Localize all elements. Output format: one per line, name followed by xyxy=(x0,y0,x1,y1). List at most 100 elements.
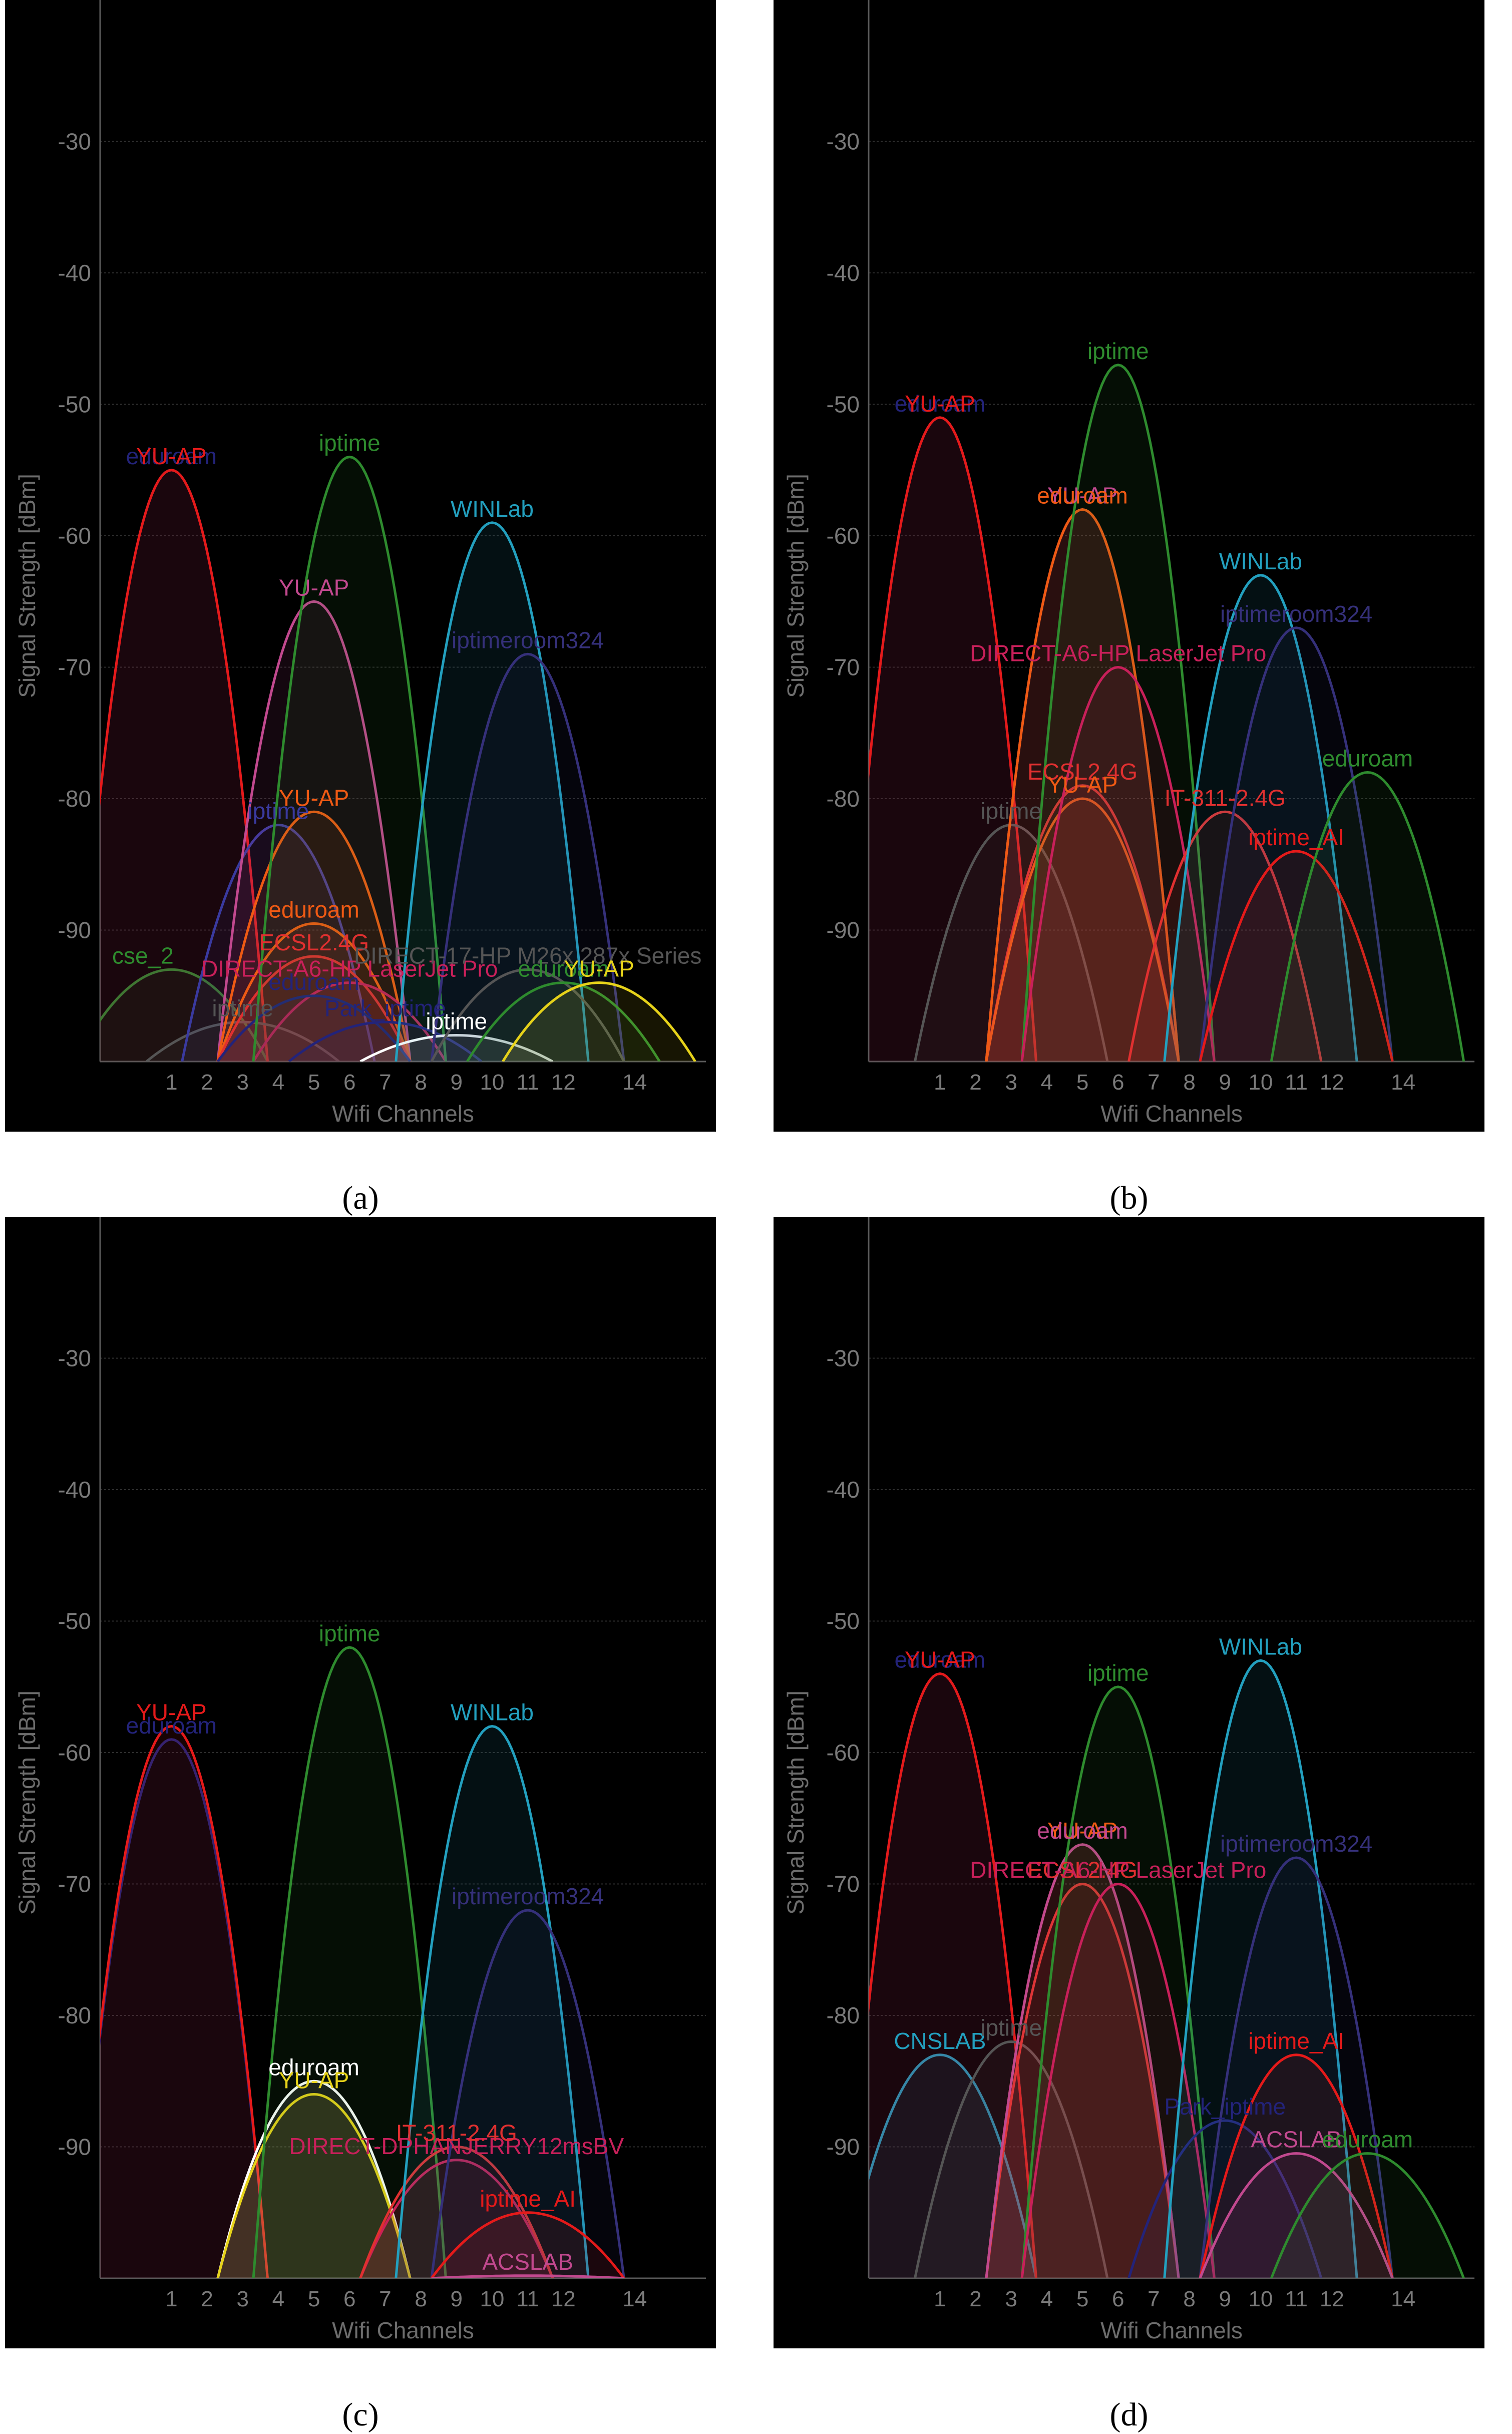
y-tick-label: -40 xyxy=(827,260,860,286)
network-label: ECSL2.4G xyxy=(1027,1857,1138,1883)
network-label: YU-AP xyxy=(564,956,634,982)
network-label: iptime xyxy=(980,798,1042,824)
network-label: YU-AP xyxy=(905,391,975,417)
network-label: YU-AP xyxy=(1047,483,1118,509)
signal-curve xyxy=(1199,1856,1394,2278)
signal-curve xyxy=(359,2145,554,2278)
x-tick-label: 1 xyxy=(165,1070,177,1095)
signal-area xyxy=(100,1726,268,2278)
y-tick-label: -30 xyxy=(58,1345,91,1371)
signal-curve xyxy=(1270,2152,1465,2278)
x-tick-label: 1 xyxy=(165,2287,177,2311)
chart-panel-c: -30 -40 -50 -60 -70 -80 -90 1 2 3 4 5 6 7 8 9 10 11 12 14 Wi… xyxy=(5,1217,716,2433)
y-tick-label: -50 xyxy=(58,392,91,418)
signal-area xyxy=(1164,575,1357,1062)
x-tick-label: 14 xyxy=(622,2287,647,2311)
network-label: iptime xyxy=(1087,338,1149,364)
x-tick-label: 1 xyxy=(934,1070,946,1095)
x-tick-label: 12 xyxy=(551,2287,576,2311)
x-tick-label: 3 xyxy=(1005,1070,1017,1095)
network-label: DIRECT-17-HP M26x 287x Series xyxy=(354,942,702,968)
signal-curve xyxy=(1020,1685,1216,2278)
signal-area xyxy=(217,995,411,1062)
signal-curve xyxy=(985,1843,1180,2278)
chart-svg-c: -30-40-50-60-70-80-901 2 3 4 5 6 7 8 9 10 11 12 14Wi… xyxy=(5,1217,716,2348)
y-tick-label: -30 xyxy=(827,1345,860,1371)
y-tick-label: -80 xyxy=(58,2002,91,2028)
x-tick-label: 10 xyxy=(480,2287,504,2311)
signal-area xyxy=(217,2094,411,2278)
x-tick-label: 7 xyxy=(379,1070,391,1095)
x-tick-label: 5 xyxy=(308,1070,320,1095)
x-tick-label: 7 xyxy=(1148,2287,1160,2311)
x-tick-label: 12 xyxy=(1320,2287,1344,2311)
y-tick-label: -90 xyxy=(58,917,91,943)
x-tick-label: 4 xyxy=(272,1070,284,1095)
network-label: Park_iptime xyxy=(1164,2094,1286,2120)
network-label: DIRECT-A6-HP LaserJet Pro xyxy=(970,640,1266,666)
network-label: eduroam xyxy=(268,2054,359,2080)
network-label: YU-AP xyxy=(1047,1818,1118,1844)
signal-curve xyxy=(181,823,376,1062)
network-label: YU-AP xyxy=(905,1647,975,1673)
x-tick-label: 2 xyxy=(201,1070,213,1095)
network-label: WINLab xyxy=(1219,1633,1302,1659)
plot-background xyxy=(5,1217,716,2348)
network-label: iptimeroom324 xyxy=(452,627,604,653)
y-tick-label: -30 xyxy=(58,129,91,155)
network-label: ACSLAB xyxy=(482,2249,573,2275)
x-tick-label: 7 xyxy=(379,2287,391,2311)
signal-curve xyxy=(252,455,447,1062)
network-label: iptime xyxy=(426,1008,487,1034)
signal-curve xyxy=(216,810,412,1062)
x-tick-label: 2 xyxy=(201,2287,213,2311)
x-tick-label: 8 xyxy=(415,1070,427,1095)
chart-svg-b: -30-40-50-60-70-80-901 2 3 4 5 6 7 8 9 10 11 12 14Wi… xyxy=(774,0,1484,1132)
network-label: DIRECT-A6-HP LaserJet Pro xyxy=(970,1857,1266,1883)
x-tick-label: 9 xyxy=(451,1070,463,1095)
x-tick-label: 9 xyxy=(451,2287,463,2311)
y-tick-label: -50 xyxy=(58,1608,91,1634)
signal-curve xyxy=(216,922,412,1062)
network-label: YU-AP xyxy=(136,1699,207,1725)
signal-area xyxy=(217,2081,411,2278)
panel-caption-c: (c) xyxy=(342,2396,379,2433)
signal-area xyxy=(431,2212,624,2278)
y-tick-label: -90 xyxy=(58,2134,91,2160)
signal-curve xyxy=(985,784,1180,1062)
network-label: eduroam xyxy=(268,969,359,995)
network-label: iptime_AI xyxy=(1248,2028,1344,2054)
network-label: iptime xyxy=(319,1620,381,1646)
network-label: eduroam xyxy=(1037,483,1128,509)
x-axis-title: Wifi Channels xyxy=(332,2317,474,2343)
network-label: DIRECT-A6-HP LaserJet Pro xyxy=(201,956,498,982)
y-tick-label: -80 xyxy=(827,2002,860,2028)
panel-caption-d: (d) xyxy=(1109,2396,1149,2433)
signal-curve xyxy=(985,508,1180,1062)
x-tick-label: 12 xyxy=(551,1070,576,1095)
y-tick-label: -60 xyxy=(58,1740,91,1766)
x-tick-label: 8 xyxy=(415,2287,427,2311)
signal-curve xyxy=(252,1646,447,2278)
x-tick-label: 4 xyxy=(1041,1070,1053,1095)
network-label: eduroam xyxy=(268,896,359,922)
x-tick-label: 14 xyxy=(1391,2287,1415,2311)
x-tick-label: 8 xyxy=(1183,2287,1195,2311)
signal-curve xyxy=(1199,850,1394,1062)
network-label: iptime xyxy=(1087,1660,1149,1686)
x-tick-label: 11 xyxy=(516,1070,539,1095)
signal-curve xyxy=(430,1909,625,2278)
y-tick-label: -70 xyxy=(827,654,860,680)
signal-curve xyxy=(1270,771,1465,1062)
chart-panel-b: -30 -40 -50 -60 -70 -80 -90 1 2 3 4 5 6 7 8 9 10 11 12 14 Wi… xyxy=(774,0,1484,1216)
signal-curve xyxy=(869,416,1037,1062)
x-tick-label: 11 xyxy=(516,2287,539,2311)
x-tick-label: 6 xyxy=(343,1070,355,1095)
x-tick-label: 5 xyxy=(1076,1070,1088,1095)
network-label: WINLab xyxy=(451,496,534,522)
signal-area xyxy=(986,1844,1179,2278)
x-tick-label: 10 xyxy=(1248,1070,1273,1095)
y-axis-title: Signal Strength [dBm] xyxy=(14,474,40,698)
signal-curve xyxy=(985,1882,1180,2278)
signal-curve xyxy=(502,981,696,1062)
